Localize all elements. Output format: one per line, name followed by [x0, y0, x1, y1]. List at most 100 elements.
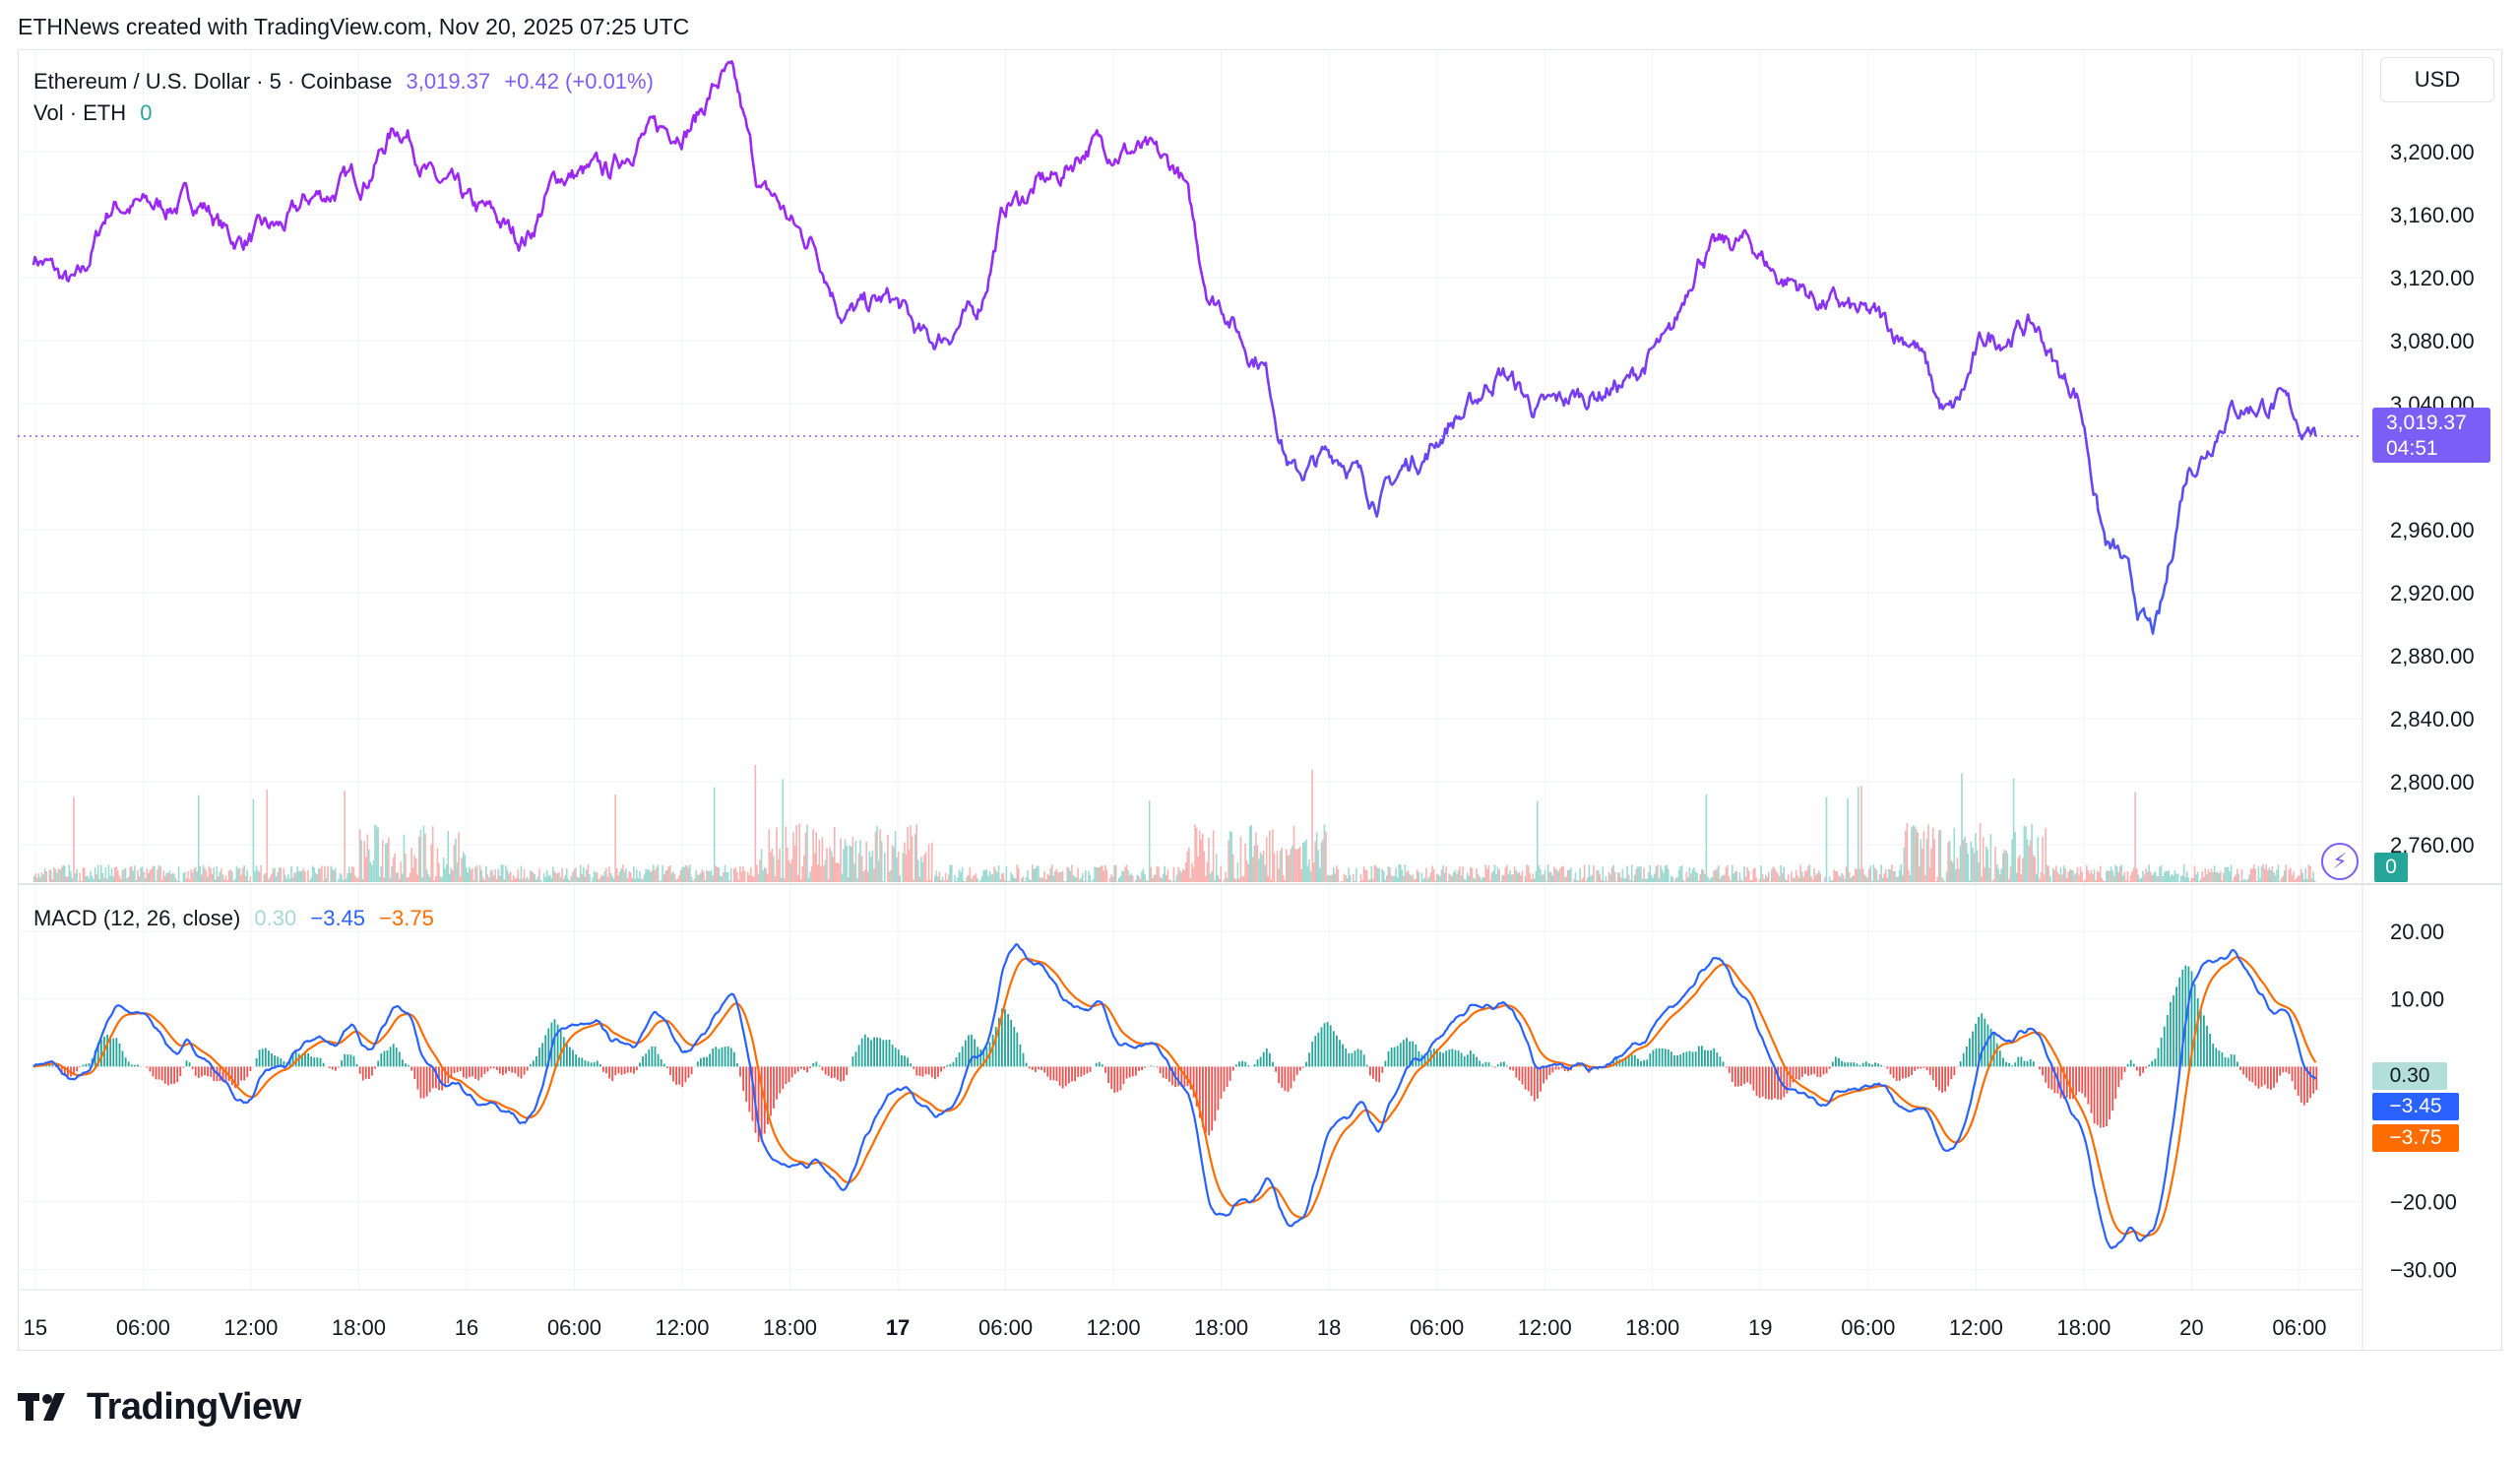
price-tick-label: 3,120.00: [2390, 266, 2475, 290]
macd-hist-bar: [1655, 1048, 1658, 1067]
volume-bar: [1897, 876, 1899, 882]
macd-hist-bar: [1211, 1066, 1214, 1131]
volume-bar: [837, 862, 839, 882]
price-line-segment: [915, 322, 923, 332]
price-line-segment: [1919, 347, 1927, 365]
volume-bar: [1981, 876, 1983, 882]
macd-hist-bar: [2227, 1057, 2230, 1067]
macd-hist-bar: [1548, 1066, 1551, 1075]
volume-bar: [863, 869, 866, 882]
volume-bar: [179, 881, 181, 882]
macd-hist-bar: [2151, 1060, 2154, 1067]
volume-bar: [930, 842, 933, 882]
volume-bar: [439, 876, 442, 882]
volume-bar: [505, 865, 507, 882]
volume-bar: [1454, 869, 1457, 882]
time-tick-label: 15: [24, 1315, 47, 1340]
volume-bar: [2280, 877, 2283, 882]
macd-hist-bar: [2306, 1066, 2308, 1103]
macd-hist-bar: [2090, 1066, 2093, 1113]
macd-hist-bar: [170, 1066, 172, 1085]
time-tick-label: 18: [1317, 1315, 1341, 1340]
volume-bar: [1479, 876, 1480, 882]
macd-hist-bar: [2257, 1066, 2260, 1089]
volume-bar: [469, 866, 471, 882]
volume-bar: [397, 871, 399, 882]
macd-hist-bar: [1354, 1050, 1356, 1067]
volume-bar: [436, 848, 439, 882]
volume-bar: [587, 864, 590, 882]
macd-hist-bar: [207, 1066, 209, 1077]
volume-bar: [678, 875, 680, 882]
volume-bar: [1426, 878, 1429, 882]
price-line-segment: [1133, 140, 1143, 153]
macd-hist-bar: [395, 1048, 398, 1067]
volume-bar: [1705, 794, 1708, 882]
volume-bar: [240, 874, 242, 882]
price-line-segment: [1395, 464, 1405, 479]
macd-hist-bar: [863, 1034, 866, 1067]
macd-hist-bar: [2163, 1026, 2166, 1067]
volume-bar: [249, 876, 252, 882]
volume-bar: [1781, 872, 1784, 882]
macd-hist-bar: [173, 1066, 175, 1084]
price-line-segment: [1760, 250, 1770, 269]
macd-hist-bar: [377, 1060, 380, 1067]
price-line-segment: [2131, 591, 2141, 621]
volume-bar: [830, 851, 833, 882]
volume-bar: [345, 878, 347, 882]
price-line-segment: [543, 177, 552, 197]
macd-hist-bar: [380, 1052, 383, 1067]
volume-bar: [1708, 879, 1711, 882]
volume-bar: [812, 829, 814, 882]
macd-hist-bar: [888, 1040, 891, 1067]
snapshot-button[interactable]: ⚡: [2321, 843, 2359, 880]
volume-bar: [1685, 871, 1688, 882]
macd-hist-bar: [788, 1066, 790, 1083]
volume-bar: [2270, 869, 2272, 882]
macd-hist-bar: [590, 1062, 593, 1067]
macd-hist-bar: [2099, 1066, 2102, 1128]
volume-bar: [1320, 842, 1323, 882]
volume-legend[interactable]: Vol · ETH 0: [33, 100, 160, 126]
volume-bar: [1945, 871, 1948, 882]
tradingview-logo[interactable]: TradingView: [18, 1386, 301, 1429]
time-tick-label: 19: [1748, 1315, 1772, 1340]
price-line-segment: [622, 158, 632, 165]
price-line-segment: [312, 189, 321, 198]
volume-bar: [2129, 874, 2132, 882]
volume-bar: [1359, 874, 1362, 882]
price-line-segment: [2089, 472, 2098, 496]
volume-bar: [1412, 874, 1414, 882]
macd-hist-bar: [204, 1066, 206, 1076]
volume-bar: [1743, 866, 1745, 882]
price-line-segment: [671, 136, 680, 145]
macd-hist-bar: [435, 1066, 437, 1089]
volume-bar: [2265, 864, 2267, 882]
symbol-legend[interactable]: Ethereum / U.S. Dollar · 5 · Coinbase 3,…: [33, 69, 662, 95]
volume-bar: [1489, 880, 1491, 882]
price-line-segment: [957, 308, 966, 329]
volume-bar: [1336, 865, 1338, 882]
volume-bar: [354, 875, 356, 882]
macd-hist-bar: [1838, 1057, 1840, 1067]
price-line-segment: [1607, 379, 1617, 397]
macd-hist-bar: [757, 1066, 760, 1143]
macd-hist-bar: [1369, 1066, 1371, 1076]
volume-bar: [287, 873, 289, 882]
volume-bar: [2028, 846, 2030, 882]
price-axis: 3,200.003,160.003,120.003,080.003,040.00…: [2390, 140, 2475, 1282]
volume-bar: [34, 873, 37, 882]
volume-bar: [1165, 874, 1167, 882]
volume-bar: [1749, 880, 1751, 882]
currency-button[interactable]: USD: [2380, 57, 2494, 102]
macd-hist-bar: [2291, 1066, 2294, 1082]
macd-hist-bar: [472, 1066, 473, 1077]
price-line-segment: [1146, 136, 1155, 146]
macd-legend[interactable]: MACD (12, 26, close) 0.30 −3.45 −3.75: [33, 906, 442, 931]
macd-hist-bar: [277, 1056, 280, 1067]
macd-hist-bar: [63, 1066, 66, 1076]
macd-hist-bar: [2276, 1066, 2278, 1083]
volume-bar: [544, 876, 546, 882]
